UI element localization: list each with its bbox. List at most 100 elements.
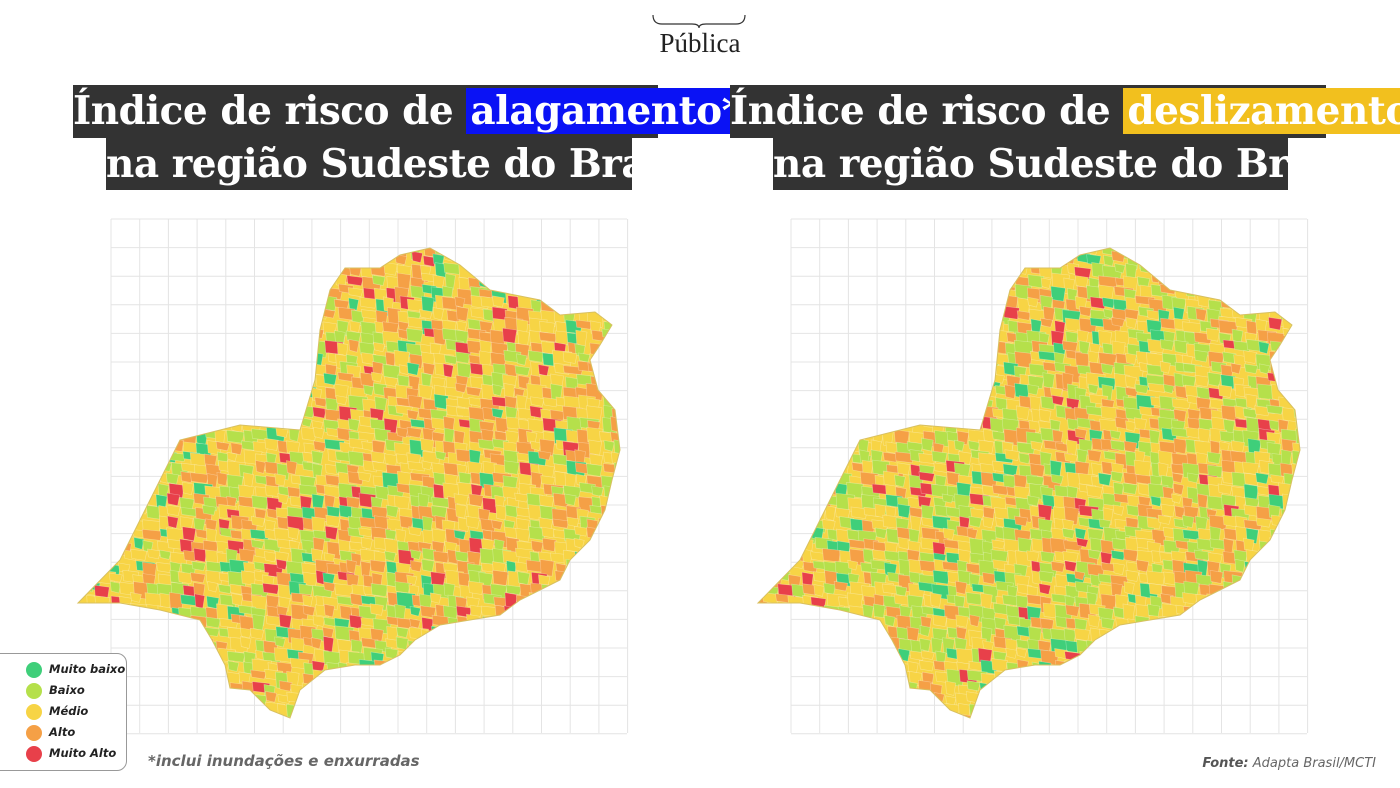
municipality: [981, 251, 996, 267]
municipality: [420, 670, 435, 688]
municipality: [1307, 572, 1326, 586]
municipality: [87, 339, 105, 357]
municipality: [886, 307, 906, 320]
municipality: [1198, 647, 1220, 667]
municipality: [590, 255, 609, 270]
municipality: [922, 705, 941, 717]
municipality: [883, 614, 896, 627]
municipality: [1307, 636, 1321, 647]
municipality: [1306, 649, 1322, 663]
municipality: [758, 560, 766, 576]
municipality: [777, 703, 792, 716]
municipality: [170, 329, 186, 344]
municipality: [895, 585, 908, 597]
municipality: [764, 387, 779, 401]
municipality: [1038, 248, 1059, 260]
municipality: [1086, 639, 1099, 652]
municipality: [323, 714, 342, 718]
municipality: [231, 297, 251, 309]
municipality: [758, 626, 770, 639]
municipality: [873, 252, 892, 268]
municipality: [1269, 628, 1286, 643]
municipality: [609, 716, 620, 718]
municipality: [1038, 701, 1054, 712]
municipality: [107, 396, 125, 411]
municipality: [205, 658, 217, 670]
municipality: [407, 640, 424, 653]
municipality: [216, 252, 237, 268]
municipality: [898, 713, 919, 718]
municipality: [266, 508, 280, 519]
municipality: [1194, 680, 1210, 693]
municipality: [122, 248, 139, 259]
municipality: [612, 629, 620, 645]
municipality: [1277, 248, 1297, 256]
municipality: [274, 473, 287, 487]
municipality: [566, 248, 585, 261]
municipality: [478, 672, 499, 685]
municipality: [119, 371, 137, 385]
municipality: [204, 386, 220, 405]
municipality: [814, 680, 827, 694]
municipality: [873, 351, 886, 366]
municipality: [517, 262, 538, 282]
municipality: [106, 495, 124, 511]
municipality: [165, 472, 179, 485]
municipality: [555, 693, 571, 705]
municipality: [563, 702, 579, 714]
municipality: [457, 714, 471, 718]
municipality: [1257, 592, 1274, 603]
municipality: [945, 680, 957, 696]
municipality: [1038, 583, 1052, 595]
municipality: [1110, 317, 1125, 328]
municipality: [815, 408, 829, 428]
municipality: [455, 306, 469, 322]
municipality: [99, 329, 118, 342]
municipality: [922, 332, 940, 349]
municipality: [802, 328, 816, 342]
municipality: [1243, 350, 1258, 364]
municipality: [1042, 305, 1056, 322]
municipality: [814, 651, 829, 663]
municipality: [312, 615, 326, 627]
municipality: [361, 252, 381, 269]
municipality: [1244, 262, 1258, 282]
municipality: [433, 393, 449, 410]
municipality: [1209, 694, 1227, 711]
municipality: [290, 717, 303, 718]
municipality: [371, 274, 386, 286]
municipality: [1005, 648, 1018, 659]
municipality: [765, 307, 783, 322]
municipality: [789, 693, 805, 709]
municipality: [577, 570, 594, 584]
municipality: [121, 364, 136, 384]
logo: Pública: [659, 28, 741, 58]
municipality: [1174, 248, 1189, 260]
municipality: [763, 606, 781, 620]
municipality: [1257, 639, 1272, 652]
municipality: [862, 361, 878, 377]
municipality: [1170, 690, 1182, 704]
map-panel: [756, 218, 1326, 741]
municipality: [758, 263, 770, 277]
municipality: [1208, 636, 1222, 647]
municipality: [1197, 613, 1216, 627]
municipality: [603, 383, 617, 397]
municipality: [492, 658, 513, 676]
municipality: [421, 682, 436, 698]
municipality: [871, 724, 887, 741]
municipality: [519, 704, 531, 718]
municipality: [468, 637, 481, 656]
municipality: [132, 328, 149, 345]
municipality: [905, 681, 918, 699]
municipality: [289, 373, 301, 391]
municipality: [578, 595, 598, 608]
municipality: [1174, 703, 1192, 718]
municipality: [494, 261, 507, 277]
municipality: [468, 406, 487, 422]
municipality: [134, 716, 150, 718]
municipality: [966, 262, 979, 281]
municipality: [587, 647, 607, 660]
municipality: [265, 408, 278, 426]
municipality: [585, 670, 597, 684]
